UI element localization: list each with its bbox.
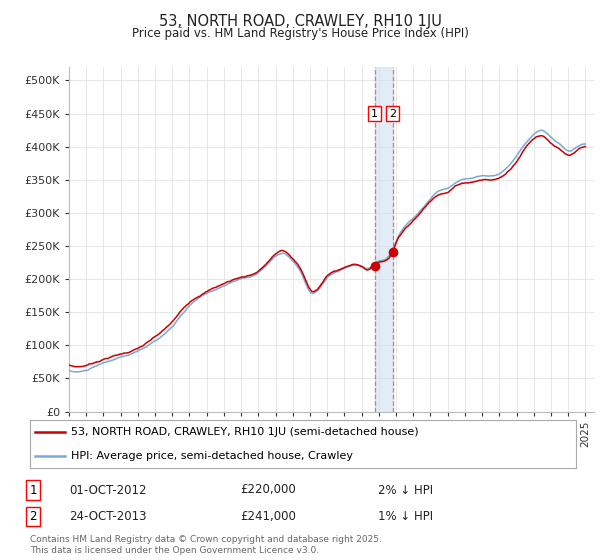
Text: 01-OCT-2012: 01-OCT-2012 bbox=[69, 483, 146, 497]
Text: Price paid vs. HM Land Registry's House Price Index (HPI): Price paid vs. HM Land Registry's House … bbox=[131, 27, 469, 40]
Text: £241,000: £241,000 bbox=[240, 510, 296, 523]
Text: HPI: Average price, semi-detached house, Crawley: HPI: Average price, semi-detached house,… bbox=[71, 451, 353, 461]
Text: 24-OCT-2013: 24-OCT-2013 bbox=[69, 510, 146, 523]
Text: £220,000: £220,000 bbox=[240, 483, 296, 497]
Text: 53, NORTH ROAD, CRAWLEY, RH10 1JU (semi-detached house): 53, NORTH ROAD, CRAWLEY, RH10 1JU (semi-… bbox=[71, 427, 419, 437]
Text: 2% ↓ HPI: 2% ↓ HPI bbox=[378, 483, 433, 497]
Text: 2: 2 bbox=[29, 510, 37, 523]
Text: 1% ↓ HPI: 1% ↓ HPI bbox=[378, 510, 433, 523]
Bar bbox=[374, 67, 392, 412]
Text: 1: 1 bbox=[29, 483, 37, 497]
Text: 2: 2 bbox=[389, 109, 396, 119]
Text: 1: 1 bbox=[371, 109, 378, 119]
Text: Contains HM Land Registry data © Crown copyright and database right 2025.
This d: Contains HM Land Registry data © Crown c… bbox=[30, 535, 382, 554]
Text: 53, NORTH ROAD, CRAWLEY, RH10 1JU: 53, NORTH ROAD, CRAWLEY, RH10 1JU bbox=[158, 14, 442, 29]
